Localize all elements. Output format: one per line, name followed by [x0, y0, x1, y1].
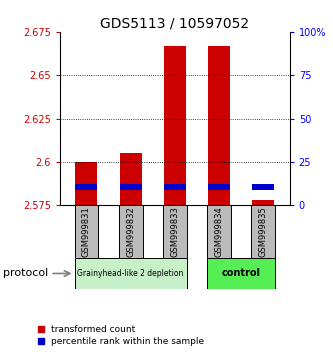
Text: GSM999834: GSM999834 — [214, 206, 223, 257]
Bar — [75, 162, 98, 205]
Bar — [164, 46, 186, 205]
Bar — [207, 205, 231, 258]
Bar — [75, 258, 187, 289]
Bar — [252, 200, 274, 205]
Text: control: control — [221, 268, 261, 279]
Bar — [251, 205, 275, 258]
Text: GSM999835: GSM999835 — [259, 206, 268, 257]
Text: Grainyhead-like 2 depletion: Grainyhead-like 2 depletion — [78, 269, 184, 278]
Text: GSM999832: GSM999832 — [126, 206, 135, 257]
Bar — [120, 153, 142, 205]
Bar — [119, 205, 143, 258]
Bar — [252, 184, 274, 190]
Text: protocol: protocol — [3, 268, 49, 279]
Text: GSM999833: GSM999833 — [170, 206, 179, 257]
Bar — [207, 258, 275, 289]
Text: GSM999831: GSM999831 — [82, 206, 91, 257]
Bar — [164, 184, 186, 190]
Bar — [163, 205, 187, 258]
Bar — [208, 46, 230, 205]
Title: GDS5113 / 10597052: GDS5113 / 10597052 — [100, 17, 249, 31]
Bar — [120, 184, 142, 190]
Bar — [75, 184, 98, 190]
Bar — [208, 184, 230, 190]
Bar — [75, 205, 98, 258]
Legend: transformed count, percentile rank within the sample: transformed count, percentile rank withi… — [38, 325, 204, 346]
